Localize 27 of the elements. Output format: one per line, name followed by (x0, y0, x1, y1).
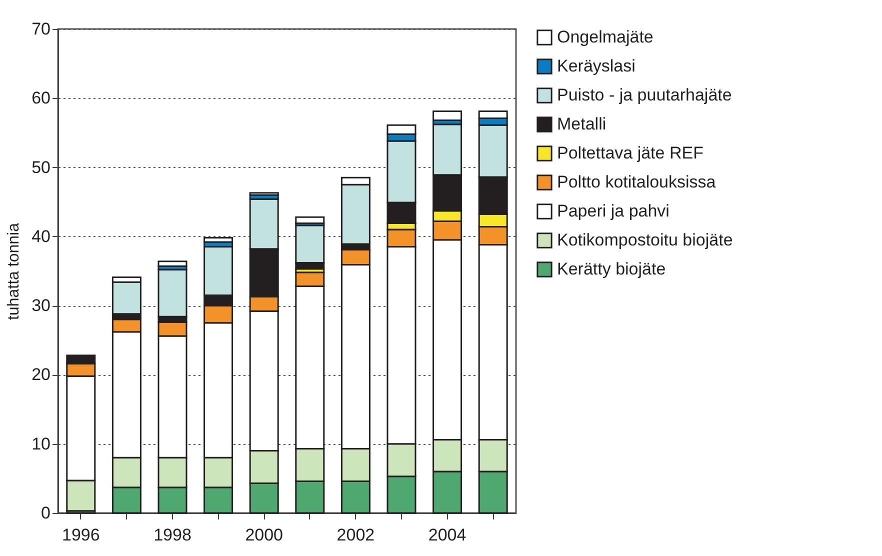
y-axis-title: tuhatta tonnia (6, 222, 23, 320)
y-tick-label: 70 (32, 20, 50, 38)
bar (249, 192, 279, 196)
y-tick-label: 10 (32, 434, 50, 454)
y-tick-label: 50 (32, 158, 50, 177)
legend-label: Poltettava jäte REF (557, 144, 704, 162)
x-tick-label: 2000 (245, 526, 284, 544)
y-tick-label: 20 (32, 365, 50, 384)
legend-label: Paperi ja pahvi (557, 202, 670, 220)
legend-label: Kotikompostoitu biojäte (557, 230, 733, 250)
y-tick-label: 60 (32, 88, 50, 108)
bar (295, 216, 325, 224)
legend-label: Puisto - ja puutarhajäte (557, 86, 732, 104)
y-tick-label: 0 (41, 504, 50, 522)
bar (158, 260, 188, 267)
x-tick-label: 1996 (62, 526, 100, 544)
legend-label: Keräyslasi (557, 56, 636, 76)
legend-label: Metalli (557, 114, 606, 134)
legend-label: Ongelmajäte (557, 28, 654, 46)
legend-label: Kerätty biojäte (557, 260, 666, 278)
y-tick-label: 40 (32, 226, 50, 246)
x-tick-label: 2004 (428, 526, 466, 544)
legend-label: Poltto kotitalouksissa (557, 172, 716, 192)
x-tick-label: 1998 (154, 526, 192, 544)
bar (432, 110, 462, 122)
y-tick-label: 30 (32, 296, 50, 316)
x-tick-label: 2002 (336, 526, 375, 544)
